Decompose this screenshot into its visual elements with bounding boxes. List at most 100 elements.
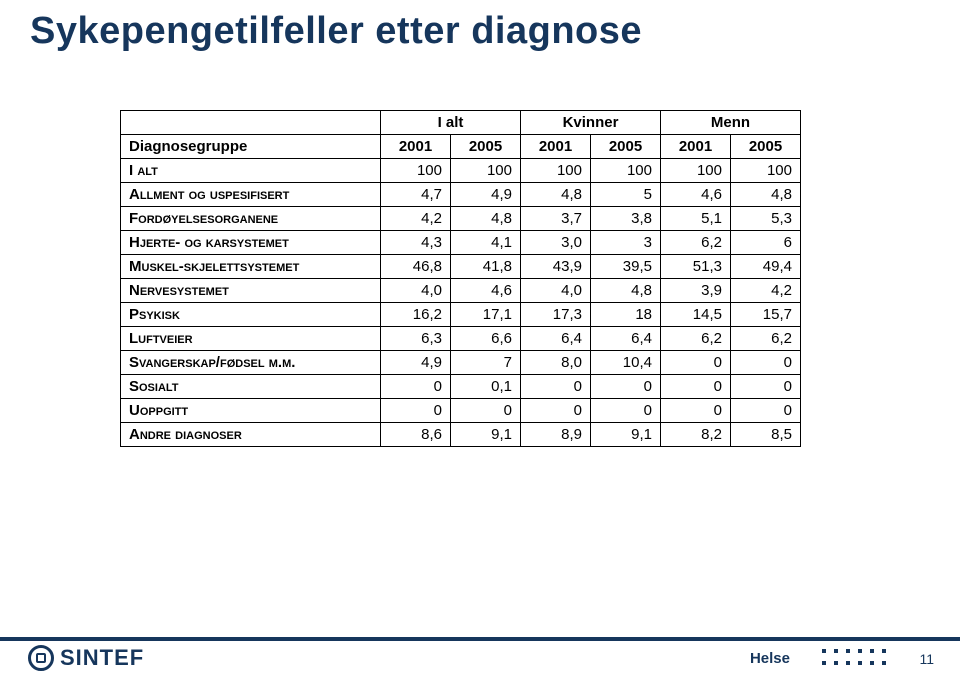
row-cell: 4,0 [381,279,451,303]
table-col-header: 2001 [661,135,731,159]
row-cell: 0 [731,375,801,399]
table-row: Allment og uspesifisert4,74,94,854,64,8 [121,183,801,207]
row-cell: 100 [591,159,661,183]
row-label: Uoppgitt [121,399,381,423]
row-label: Allment og uspesifisert [121,183,381,207]
row-cell: 9,1 [451,423,521,447]
row-cell: 8,9 [521,423,591,447]
row-label: Luftveier [121,327,381,351]
row-cell: 7 [451,351,521,375]
row-cell: 0 [591,375,661,399]
row-cell: 4,0 [521,279,591,303]
row-cell: 4,3 [381,231,451,255]
row-cell: 100 [661,159,731,183]
footer: SINTEF Helse 11 [0,625,960,677]
row-cell: 4,6 [661,183,731,207]
row-label: I alt [121,159,381,183]
row-cell: 3,8 [591,207,661,231]
row-cell: 0,1 [451,375,521,399]
row-cell: 4,8 [731,183,801,207]
row-cell: 0 [591,399,661,423]
table-col-header: 2005 [451,135,521,159]
row-cell: 4,9 [451,183,521,207]
row-label: Andre diagnoser [121,423,381,447]
page-number: 11 [919,651,934,667]
row-cell: 0 [381,375,451,399]
row-cell: 16,2 [381,303,451,327]
table-row: Muskel-skjelettsystemet46,841,843,939,55… [121,255,801,279]
row-cell: 0 [381,399,451,423]
row-cell: 4,1 [451,231,521,255]
row-label: Fordøyelsesorganene [121,207,381,231]
row-cell: 41,8 [451,255,521,279]
row-cell: 6,3 [381,327,451,351]
row-cell: 14,5 [661,303,731,327]
row-cell: 18 [591,303,661,327]
row-cell: 100 [521,159,591,183]
row-cell: 3,0 [521,231,591,255]
row-cell: 0 [451,399,521,423]
row-cell: 0 [731,351,801,375]
row-cell: 4,2 [381,207,451,231]
table-row: Hjerte- og karsystemet4,34,13,036,26 [121,231,801,255]
row-cell: 9,1 [591,423,661,447]
row-cell: 8,0 [521,351,591,375]
row-label: Psykisk [121,303,381,327]
row-label: Hjerte- og karsystemet [121,231,381,255]
table-row: Fordøyelsesorganene4,24,83,73,85,15,3 [121,207,801,231]
table-body: I alt100100100100100100Allment og uspesi… [121,159,801,447]
table-header-groups: I alt Kvinner Menn [121,111,801,135]
row-cell: 6,4 [521,327,591,351]
row-cell: 8,5 [731,423,801,447]
row-cell: 39,5 [591,255,661,279]
footer-dots-icon [822,649,890,669]
table-row: Psykisk16,217,117,31814,515,7 [121,303,801,327]
table-row: Svangerskap/fødsel m.m.4,978,010,400 [121,351,801,375]
page-title: Sykepengetilfeller etter diagnose [30,10,642,53]
row-cell: 3 [591,231,661,255]
row-cell: 4,9 [381,351,451,375]
row-cell: 8,2 [661,423,731,447]
row-label: Sosialt [121,375,381,399]
row-cell: 0 [661,375,731,399]
row-cell: 51,3 [661,255,731,279]
row-cell: 100 [381,159,451,183]
row-cell: 4,7 [381,183,451,207]
table-header-group: Kvinner [521,111,661,135]
data-table: I alt Kvinner Menn Diagnosegruppe 2001 2… [120,110,801,447]
row-cell: 5,1 [661,207,731,231]
table-row: Andre diagnoser8,69,18,99,18,28,5 [121,423,801,447]
row-cell: 6,4 [591,327,661,351]
row-cell: 3,9 [661,279,731,303]
row-cell: 15,7 [731,303,801,327]
table-row: I alt100100100100100100 [121,159,801,183]
table-header-group: I alt [381,111,521,135]
row-label: Muskel-skjelettsystemet [121,255,381,279]
table-row: Nervesystemet4,04,64,04,83,94,2 [121,279,801,303]
row-cell: 4,8 [591,279,661,303]
row-label: Svangerskap/fødsel m.m. [121,351,381,375]
table-col-header: 2001 [521,135,591,159]
row-cell: 8,6 [381,423,451,447]
logo-circle-icon [28,645,54,671]
table-subheader-row: Diagnosegruppe 2001 2005 2001 2005 2001 … [121,135,801,159]
row-cell: 6,2 [661,327,731,351]
row-cell: 6 [731,231,801,255]
table-header-group: Menn [661,111,801,135]
sintef-logo: SINTEF [28,645,144,671]
row-cell: 3,7 [521,207,591,231]
table-row: Luftveier6,36,66,46,46,26,2 [121,327,801,351]
data-table-container: I alt Kvinner Menn Diagnosegruppe 2001 2… [120,110,801,447]
table-row: Sosialt00,10000 [121,375,801,399]
row-cell: 6,2 [731,327,801,351]
table-col-header: Diagnosegruppe [121,135,381,159]
row-cell: 4,2 [731,279,801,303]
slide: Sykepengetilfeller etter diagnose I alt … [0,0,960,677]
row-cell: 100 [731,159,801,183]
logo-inner-icon [36,653,46,663]
row-cell: 49,4 [731,255,801,279]
row-cell: 0 [661,399,731,423]
row-cell: 4,8 [451,207,521,231]
row-cell: 46,8 [381,255,451,279]
row-cell: 10,4 [591,351,661,375]
